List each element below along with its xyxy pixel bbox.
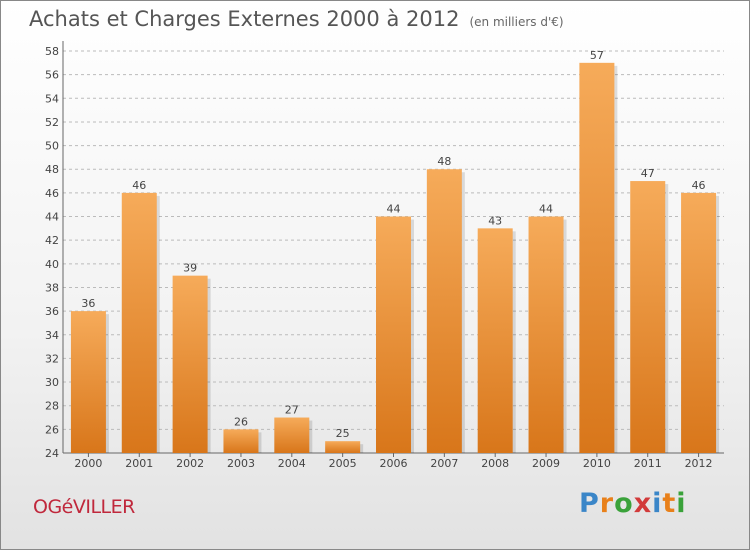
- logo-letter: i: [652, 488, 663, 519]
- x-tick-label: 2000: [74, 457, 102, 470]
- y-tick-label: 24: [45, 447, 59, 460]
- bar: [223, 429, 259, 453]
- logo-letter: P: [579, 488, 600, 519]
- y-tick-label: 56: [45, 69, 59, 82]
- bar-value-label: 26: [234, 415, 248, 428]
- y-tick-label: 26: [45, 423, 59, 436]
- x-tick-label: 2012: [685, 457, 713, 470]
- y-tick-label: 44: [45, 211, 59, 224]
- chart-title: Achats et Charges Externes 2000 à 2012: [29, 7, 460, 31]
- bar: [579, 62, 615, 454]
- bar: [630, 181, 666, 453]
- bar-value-label: 25: [336, 427, 350, 440]
- x-tick-label: 2004: [278, 457, 306, 470]
- y-tick-label: 54: [45, 92, 59, 105]
- bar: [426, 169, 462, 453]
- chart-title-block: Achats et Charges Externes 2000 à 2012 (e…: [29, 7, 564, 31]
- bar: [121, 192, 157, 453]
- logo-letter: x: [633, 488, 653, 519]
- x-tick-label: 2005: [329, 457, 357, 470]
- y-tick-label: 32: [45, 352, 59, 365]
- bar-value-label: 46: [692, 179, 706, 192]
- bar: [70, 311, 106, 453]
- x-tick-label: 2008: [481, 457, 509, 470]
- bar: [376, 216, 411, 453]
- chart-subtitle: (en milliers d'€): [469, 15, 564, 29]
- bar: [528, 216, 564, 453]
- x-tick-label: 2011: [634, 457, 662, 470]
- y-tick-label: 40: [45, 258, 59, 271]
- x-tick-label: 2001: [125, 457, 153, 470]
- bar-value-label: 48: [437, 155, 451, 168]
- y-tick-label: 58: [45, 45, 59, 58]
- y-tick-label: 50: [45, 140, 59, 153]
- bar-value-label: 57: [590, 49, 604, 62]
- bar: [325, 441, 361, 453]
- y-tick-label: 46: [45, 187, 59, 200]
- y-tick-label: 38: [45, 281, 59, 294]
- bar-value-label: 36: [81, 297, 95, 310]
- place-name: OGéVILLER: [33, 496, 135, 518]
- logo-letter: t: [662, 488, 677, 519]
- bar-value-label: 47: [641, 167, 655, 180]
- bar: [274, 417, 310, 453]
- bar-value-label: 44: [539, 203, 553, 216]
- y-tick-label: 42: [45, 234, 59, 247]
- bar-value-label: 27: [285, 404, 299, 417]
- bar: [681, 192, 717, 453]
- x-tick-label: 2010: [583, 457, 611, 470]
- bar: [477, 228, 513, 453]
- x-tick-label: 2002: [176, 457, 204, 470]
- y-tick-label: 52: [45, 116, 59, 129]
- proxiti-logo: Proxiti: [579, 488, 687, 519]
- logo-letter: o: [614, 488, 634, 519]
- y-tick-label: 28: [45, 400, 59, 413]
- y-tick-label: 36: [45, 305, 59, 318]
- y-tick-label: 48: [45, 163, 59, 176]
- y-tick-label: 30: [45, 376, 59, 389]
- x-tick-label: 2006: [380, 457, 408, 470]
- bar-value-label: 39: [183, 262, 197, 275]
- bar-value-label: 43: [488, 214, 502, 227]
- y-tick-label: 34: [45, 329, 59, 342]
- bar-value-label: 44: [387, 203, 401, 216]
- x-tick-label: 2003: [227, 457, 255, 470]
- x-tick-label: 2009: [532, 457, 560, 470]
- logo-letter: i: [676, 488, 687, 519]
- logo-letter: r: [599, 488, 615, 519]
- x-tick-label: 2007: [430, 457, 458, 470]
- bar-value-label: 46: [132, 179, 146, 192]
- bar: [172, 275, 208, 453]
